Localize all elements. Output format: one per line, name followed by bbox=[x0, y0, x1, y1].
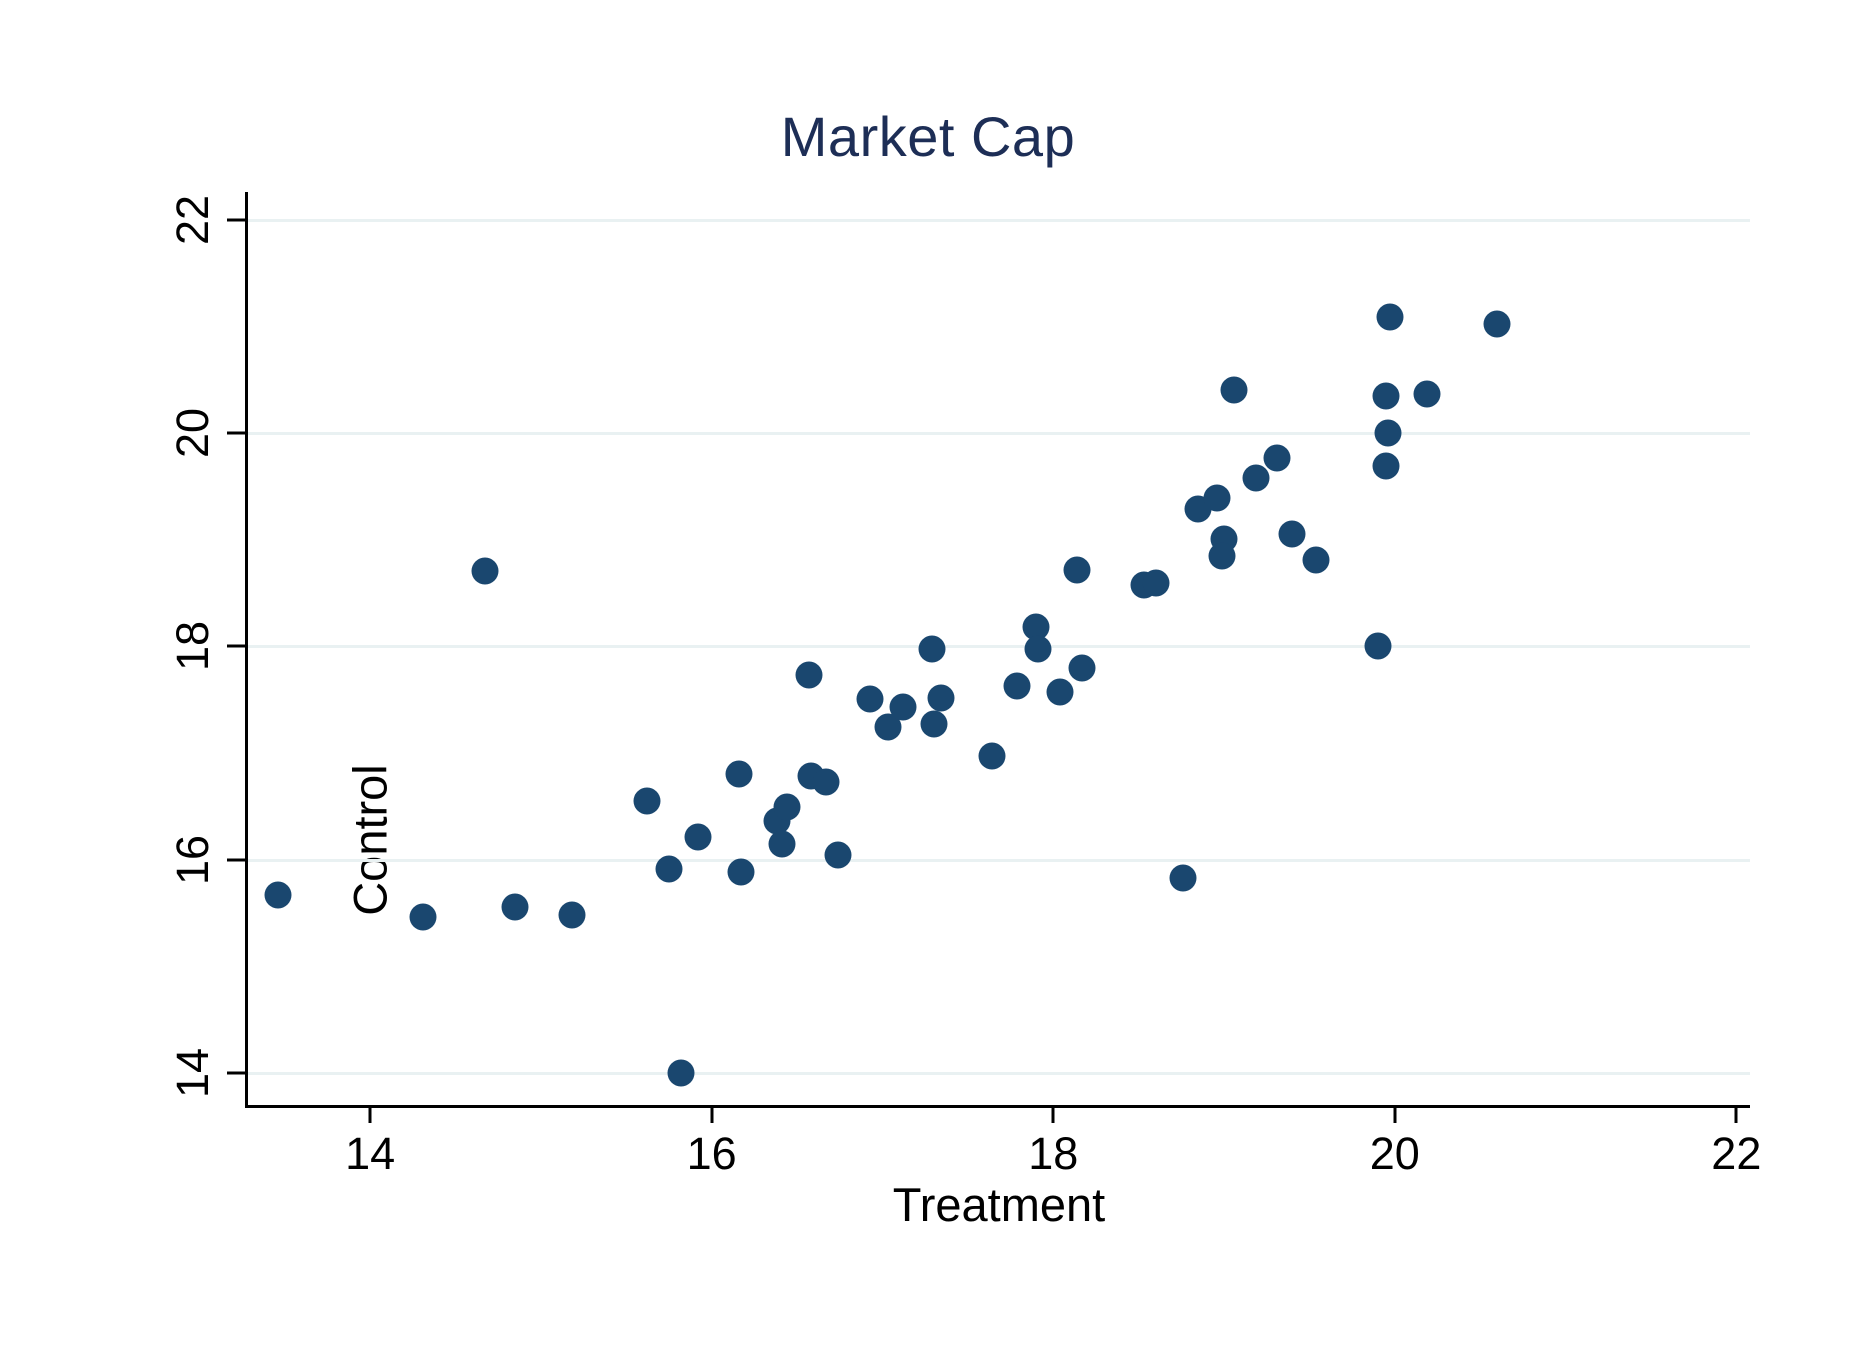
data-point bbox=[824, 841, 852, 869]
chart-title: Market Cap bbox=[780, 105, 1076, 168]
x-axis-title: Treatment bbox=[892, 1178, 1106, 1231]
data-point bbox=[264, 881, 292, 909]
y-gridline bbox=[248, 858, 1750, 862]
data-point bbox=[1413, 380, 1441, 408]
y-axis-title: Control bbox=[343, 764, 397, 916]
y-gridline bbox=[248, 1072, 1750, 1075]
x-axis-tick bbox=[1393, 1105, 1397, 1123]
data-point bbox=[773, 793, 801, 821]
y-axis-tick bbox=[227, 431, 248, 435]
y-axis-tick bbox=[227, 1071, 248, 1075]
x-tick-label: 16 bbox=[686, 1128, 737, 1179]
x-axis-tick bbox=[1734, 1105, 1738, 1123]
x-tick-label: 18 bbox=[1028, 1128, 1079, 1179]
x-axis-tick bbox=[368, 1105, 372, 1123]
data-point bbox=[1374, 419, 1402, 447]
data-point bbox=[1063, 556, 1091, 584]
data-point bbox=[812, 768, 840, 796]
data-point bbox=[501, 893, 529, 921]
data-point bbox=[1302, 546, 1330, 574]
data-point bbox=[1242, 464, 1270, 492]
x-axis-tick bbox=[1051, 1105, 1055, 1123]
y-axis-tick bbox=[227, 644, 248, 648]
data-point bbox=[918, 635, 946, 662]
data-point bbox=[1220, 376, 1248, 404]
data-point bbox=[1046, 678, 1074, 706]
y-tick-label: 18 bbox=[167, 621, 218, 672]
y-tick-label: 22 bbox=[167, 194, 218, 245]
data-point bbox=[1003, 672, 1031, 700]
y-gridline bbox=[248, 432, 1750, 436]
data-point bbox=[920, 710, 948, 738]
x-tick-label: 22 bbox=[1711, 1128, 1762, 1179]
y-tick-label: 14 bbox=[167, 1047, 218, 1099]
data-point bbox=[655, 855, 683, 883]
data-point bbox=[1263, 444, 1291, 472]
data-point bbox=[795, 661, 823, 689]
data-point bbox=[1169, 864, 1197, 892]
y-gridline bbox=[248, 645, 1750, 649]
data-point bbox=[1068, 654, 1096, 682]
data-point bbox=[1364, 632, 1392, 660]
x-axis-tick bbox=[710, 1105, 714, 1123]
data-point bbox=[1376, 303, 1404, 331]
y-gridline bbox=[248, 218, 1750, 222]
data-point bbox=[856, 685, 884, 713]
data-point bbox=[409, 903, 437, 931]
data-point bbox=[768, 830, 796, 858]
data-point bbox=[889, 693, 917, 721]
data-point bbox=[927, 684, 954, 712]
y-axis-tick bbox=[227, 218, 248, 222]
data-point bbox=[1372, 452, 1400, 480]
data-point bbox=[725, 760, 753, 788]
data-point bbox=[1208, 542, 1236, 570]
y-tick-label: 20 bbox=[167, 408, 218, 459]
data-point bbox=[1024, 635, 1052, 662]
data-point bbox=[558, 901, 586, 929]
data-point bbox=[727, 858, 755, 886]
x-tick-label: 20 bbox=[1369, 1128, 1420, 1179]
data-point bbox=[667, 1059, 695, 1087]
data-point bbox=[1483, 310, 1511, 338]
data-point bbox=[1203, 484, 1231, 512]
plot-area: Treatment Control 14 16 18 20 22 14 16 18 20 22 bbox=[167, 192, 1761, 1231]
data-point bbox=[978, 742, 1006, 770]
y-tick-label: 16 bbox=[167, 834, 218, 885]
data-point bbox=[684, 823, 712, 851]
data-point bbox=[1372, 382, 1400, 410]
data-point bbox=[1278, 520, 1306, 548]
x-tick-label: 14 bbox=[345, 1128, 396, 1179]
data-point bbox=[633, 787, 661, 815]
data-point bbox=[471, 557, 499, 585]
y-axis-tick bbox=[227, 858, 248, 862]
data-point bbox=[1142, 569, 1170, 597]
